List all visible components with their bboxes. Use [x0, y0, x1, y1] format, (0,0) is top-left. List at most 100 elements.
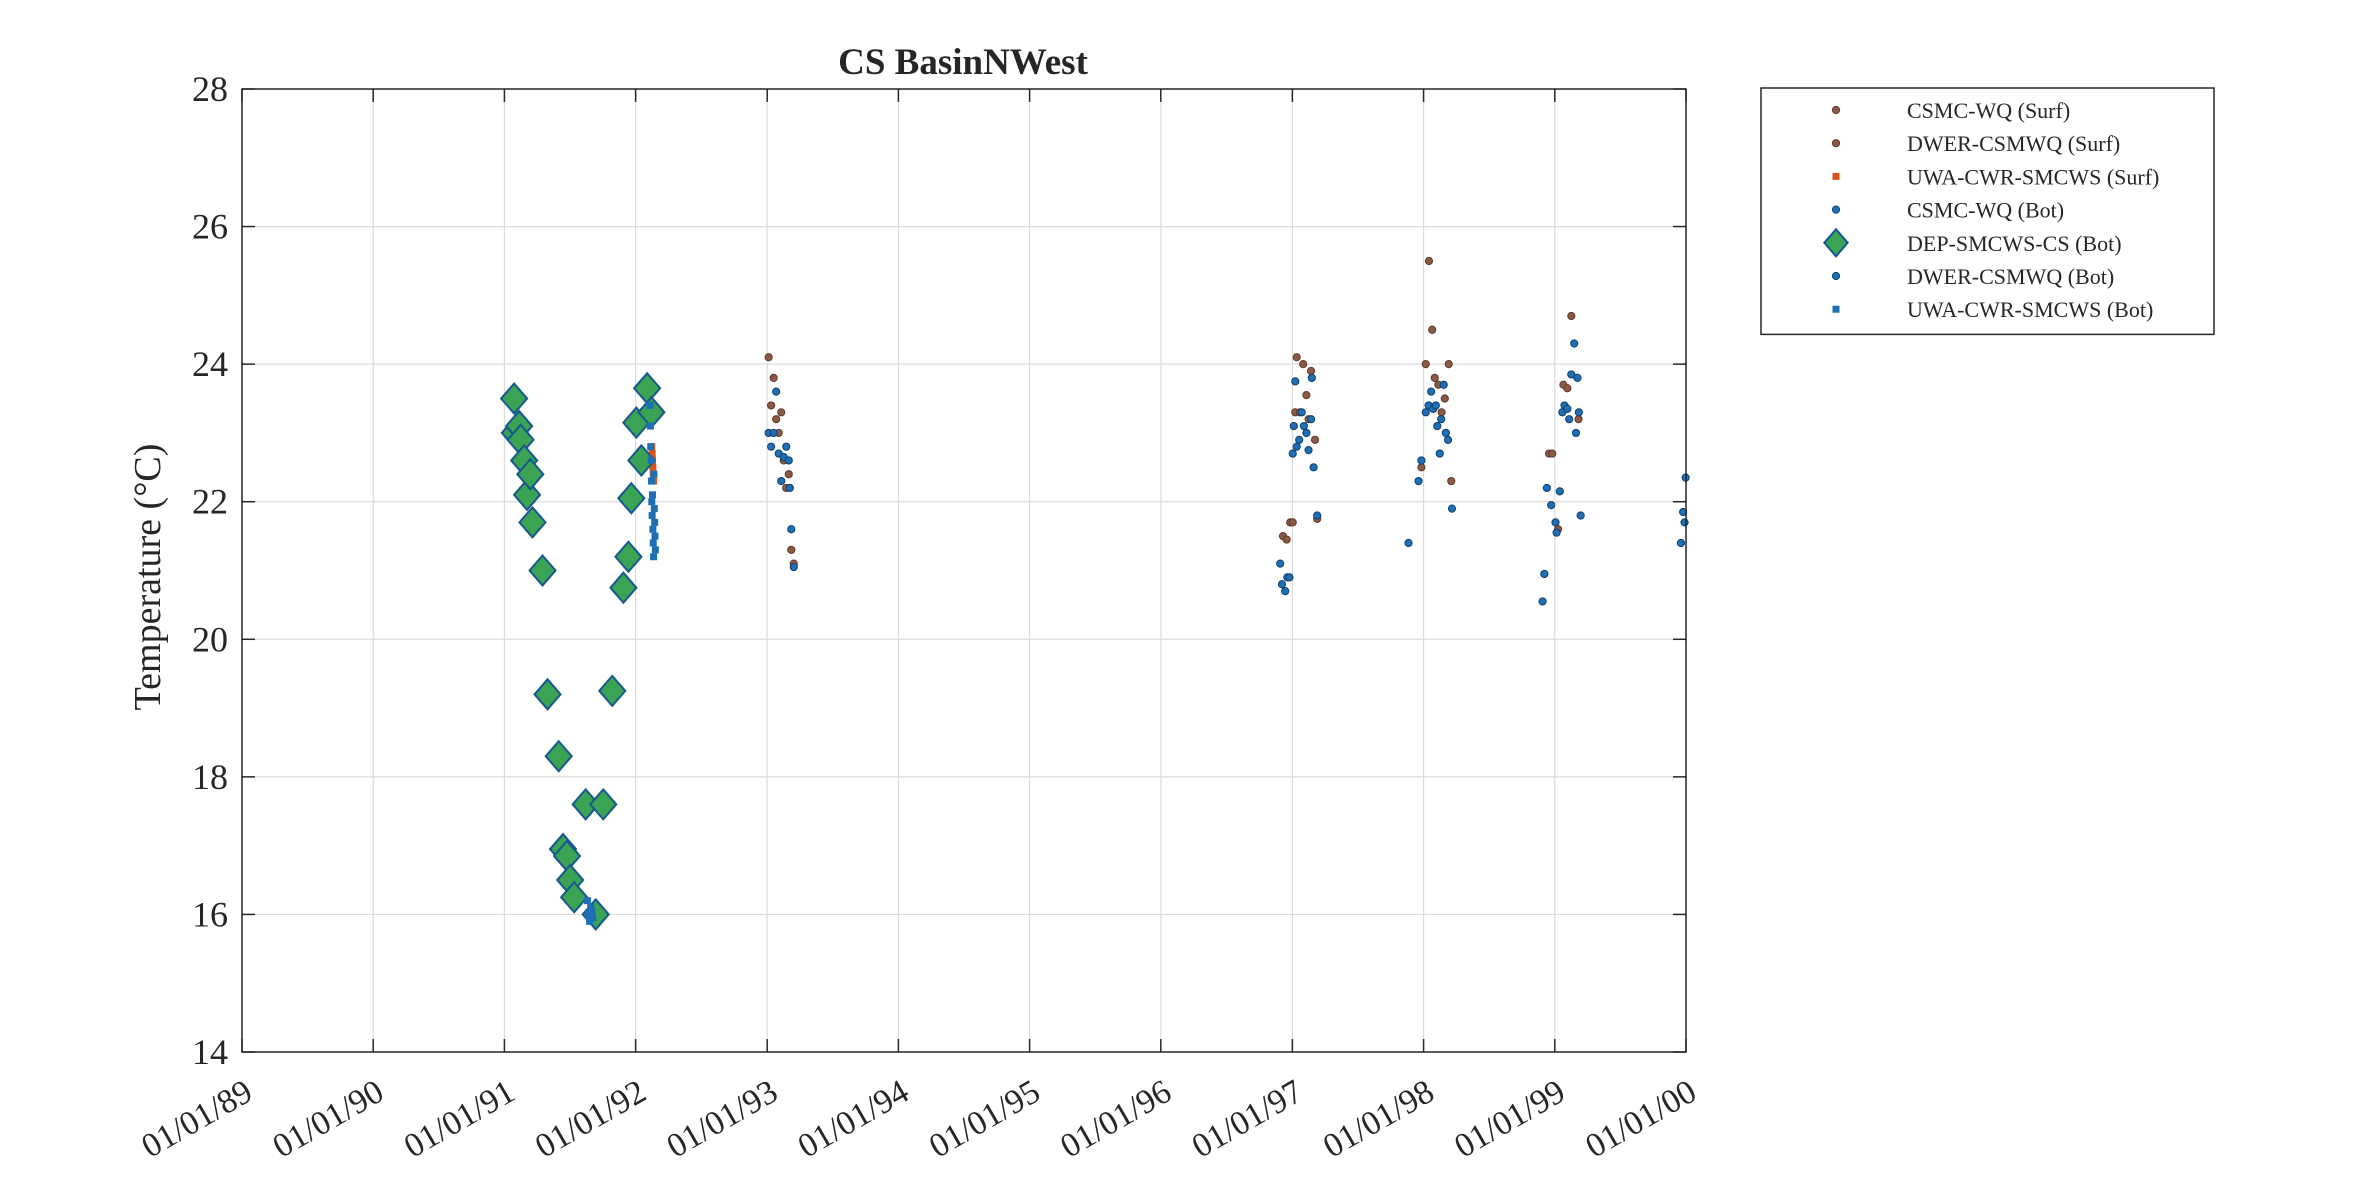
data-point	[1285, 573, 1294, 582]
data-point	[651, 518, 659, 526]
axis-ticks	[241, 88, 1687, 1053]
data-point	[1437, 408, 1446, 417]
legend: CSMC-WQ (Surf) DWER-CSMWQ (Surf) UWA-CWR-S…	[1760, 87, 2215, 336]
data-point	[1567, 311, 1576, 321]
data-point	[1299, 360, 1308, 369]
data-point	[767, 442, 776, 451]
data-point	[1417, 456, 1426, 465]
y-tick-label: 16	[192, 894, 228, 934]
data-point	[589, 914, 597, 922]
data-point	[649, 539, 657, 547]
series-7	[583, 401, 659, 925]
data-point	[533, 677, 562, 711]
data-point	[616, 481, 646, 515]
data-point	[1540, 569, 1549, 579]
data-point	[784, 456, 793, 465]
data-point	[787, 525, 796, 534]
data-point	[1297, 408, 1306, 417]
data-point	[544, 739, 574, 773]
series-5	[499, 371, 666, 931]
data-point	[1421, 408, 1430, 417]
data-point	[1547, 501, 1556, 510]
data-point	[1306, 366, 1316, 376]
data-point	[1430, 373, 1439, 382]
data-point	[1310, 435, 1320, 444]
data-point	[1573, 373, 1582, 382]
data-point	[769, 428, 778, 438]
data-point	[1299, 421, 1308, 431]
data-point	[1444, 360, 1453, 369]
data-point	[1288, 518, 1297, 527]
data-point	[650, 470, 658, 478]
data-point	[777, 476, 786, 486]
data-point	[1437, 415, 1446, 424]
data-point	[1431, 401, 1440, 410]
x-tick-label: 01/01/92	[529, 1073, 652, 1165]
data-point	[1574, 408, 1583, 417]
y-tick-label: 20	[192, 619, 228, 659]
data-point	[515, 457, 545, 491]
data-point	[559, 880, 589, 914]
legend-entry: UWA-CWR-SMCWS (Surf)	[1832, 164, 2159, 189]
data-point	[614, 540, 643, 574]
data-point	[588, 907, 596, 915]
y-tick-label: 26	[192, 207, 228, 247]
data-point	[1276, 559, 1285, 568]
y-tick-label: 14	[192, 1032, 228, 1072]
data-point	[583, 897, 591, 905]
data-point	[1542, 483, 1551, 493]
y-tick-label: 28	[192, 69, 228, 109]
data-point	[627, 443, 656, 477]
data-point	[1433, 421, 1442, 431]
data-point	[1302, 390, 1311, 400]
data-point	[1302, 428, 1311, 438]
series-4	[1276, 339, 1690, 606]
data-point	[772, 387, 781, 396]
data-point	[648, 450, 656, 458]
data-point	[1443, 435, 1453, 444]
data-point	[1576, 511, 1585, 520]
series-6	[764, 387, 798, 572]
data-point	[650, 505, 658, 513]
data-point	[499, 382, 529, 416]
x-tick-label: 01/01/89	[136, 1073, 259, 1165]
data-point	[1574, 415, 1583, 424]
data-point	[1552, 528, 1561, 537]
legend-marker	[1831, 139, 1841, 148]
legend-label: DEP-SMCWS-CS (Bot)	[1907, 231, 2122, 256]
y-tick-labels: 14 16 18 20 22 24 26 28	[192, 69, 228, 1072]
legend-marker	[1831, 205, 1841, 214]
legend-entry: DEP-SMCWS-CS (Bot)	[1822, 227, 2122, 258]
x-tick-label: 01/01/00	[1580, 1073, 1703, 1165]
legend-entry: DWER-CSMWQ (Bot)	[1831, 264, 2114, 289]
x-tick-label: 01/01/98	[1317, 1073, 1440, 1165]
data-point	[1292, 442, 1301, 451]
data-point	[1439, 380, 1448, 389]
data-point	[649, 525, 657, 533]
data-point	[787, 545, 796, 554]
data-point	[1435, 449, 1444, 458]
chart-title: CS BasinNWest	[838, 42, 1088, 83]
data-point	[1567, 370, 1576, 379]
data-point	[1563, 404, 1572, 413]
data-point	[1289, 421, 1298, 431]
x-tick-label: 01/01/93	[661, 1073, 784, 1165]
x-tick-label: 01/01/97	[1186, 1073, 1309, 1165]
data-point	[1404, 538, 1413, 548]
data-point	[651, 546, 659, 554]
data-point	[1565, 415, 1574, 424]
data-point	[646, 422, 654, 430]
x-tick-label: 01/01/95	[923, 1073, 1046, 1165]
plot-area	[499, 256, 1690, 931]
data-point	[772, 415, 781, 424]
x-tick-label: 01/01/91	[398, 1073, 521, 1165]
data-point	[1306, 415, 1316, 424]
data-point	[1570, 339, 1579, 348]
data-point	[1563, 384, 1572, 393]
data-point	[769, 373, 778, 382]
data-point	[1555, 487, 1564, 496]
data-point	[1277, 580, 1287, 589]
legend-label: DWER-CSMWQ (Bot)	[1907, 264, 2114, 289]
data-point	[764, 353, 773, 362]
